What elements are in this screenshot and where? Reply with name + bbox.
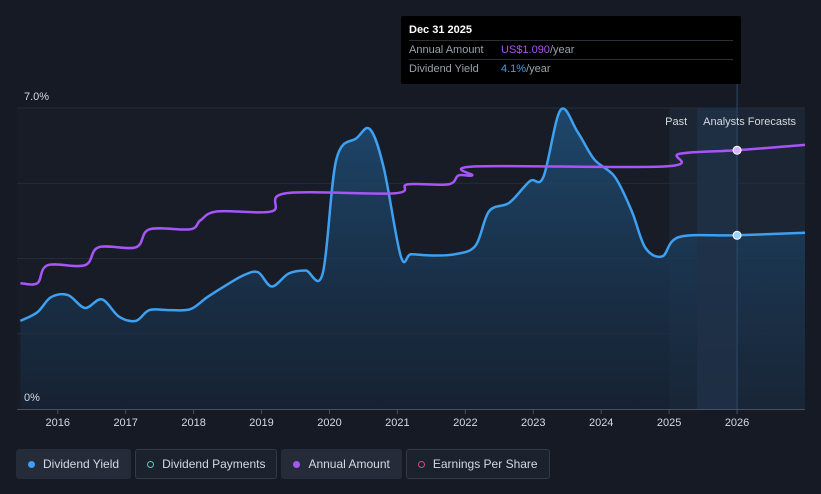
legend-dividend-payments[interactable]: Dividend Payments: [135, 449, 278, 479]
tooltip-annual-value: US$1.090: [501, 44, 550, 56]
legend-earnings-per-share[interactable]: Earnings Per Share: [405, 449, 550, 479]
x-tick-label: 2026: [725, 417, 749, 429]
y-tick-label: 0%: [24, 392, 40, 404]
tooltip-date: Dec 31 2025: [409, 24, 472, 36]
legend-dot-icon: [293, 460, 301, 468]
x-tick-label: 2016: [46, 417, 70, 429]
past-label: Past: [665, 116, 687, 128]
y-tick-label: 7.0%: [24, 91, 49, 103]
tooltip-yield-unit: /year: [526, 63, 551, 75]
tooltip-yield-value: 4.1%: [501, 63, 527, 75]
x-tick-label: 2018: [181, 417, 205, 429]
legend-label: Dividend Yield: [43, 457, 120, 471]
legend-dividend-yield[interactable]: Dividend Yield: [16, 449, 132, 479]
legend-label: Annual Amount: [308, 457, 390, 471]
tooltip-yield-row: Dividend Yield 4.1% /year: [409, 59, 733, 78]
x-tick-label: 2022: [453, 417, 477, 429]
tooltip-annual-row: Annual Amount US$1.090 /year: [409, 40, 733, 59]
legend-label: Dividend Payments: [162, 457, 266, 471]
annual-amount-line: [20, 143, 806, 286]
legend-label: Earnings Per Share: [432, 457, 538, 471]
x-axis-ticks: 2016 2017 2018 2019 2020 2021 2022 2023 2024 2025…: [46, 409, 749, 429]
x-tick-label: 2017: [113, 417, 137, 429]
legend-dot-icon: [28, 460, 35, 468]
legend-ring-icon: [147, 460, 155, 468]
legend-ring-icon: [417, 460, 425, 468]
x-tick-label: 2025: [657, 417, 681, 429]
highlight-band: [697, 108, 738, 409]
highlight-markers: [732, 145, 742, 240]
dividend-chart: 2016 2017 2018 2019 2020 2021 2022 2023 2024 2025…: [17, 84, 806, 429]
dividend-yield-area: [20, 108, 806, 409]
tooltip-annual-unit: /year: [549, 44, 575, 56]
forecast-label: Analysts Forecasts: [703, 116, 796, 128]
x-tick-label: 2019: [249, 417, 273, 429]
x-tick-label: 2020: [317, 417, 341, 429]
dividend-yield-line: [19, 107, 806, 323]
tooltip: Dec 31 2025 Annual Amount US$1.090 /year…: [401, 16, 741, 84]
x-tick-label: 2024: [589, 417, 613, 429]
x-tick-label: 2023: [521, 417, 545, 429]
y-axis-ticks: 7.0% 0%: [24, 91, 49, 404]
legend: Dividend Yield Dividend Payments Annual …: [16, 449, 550, 479]
x-tick-label: 2021: [385, 417, 409, 429]
tooltip-yield-label: Dividend Yield: [409, 63, 479, 75]
dividend-yield-marker: [732, 230, 742, 240]
tooltip-annual-label: Annual Amount: [409, 44, 484, 56]
legend-annual-amount[interactable]: Annual Amount: [281, 449, 402, 479]
annual-amount-marker: [732, 145, 742, 155]
